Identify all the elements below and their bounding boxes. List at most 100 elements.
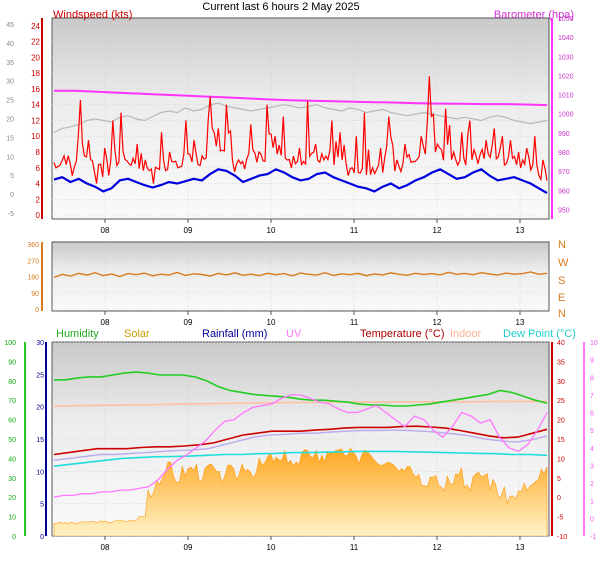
secondary-tick-label: 40: [6, 41, 14, 48]
rainfall-tick-label: 20: [36, 405, 44, 412]
indoor-line: [53, 400, 547, 407]
windspeed-tick-label: 18: [31, 69, 40, 78]
windspeed-tick-label: 0: [36, 211, 41, 220]
windspeed-label: Windspeed (kts): [53, 9, 132, 21]
direction-x-tick-label: 09: [184, 318, 193, 327]
direction-gridlines: [52, 242, 549, 311]
secondary-tick-label: 10: [6, 154, 14, 161]
temperature-tick-label: 10: [557, 456, 565, 463]
temperature-tick-label: 35: [557, 359, 565, 366]
gust-band-line: [53, 102, 548, 133]
compass-label: W: [558, 257, 569, 269]
secondary-tick-label: 30: [6, 79, 14, 86]
rainfall-tick-label: 0: [40, 534, 44, 541]
direction-tick-label: 360: [27, 242, 39, 249]
legend-label: Temperature (°C): [360, 328, 444, 340]
wind-x-tick-label: 12: [433, 226, 442, 235]
wind-direction-line: [53, 271, 548, 279]
humidity-tick-label: 70: [8, 398, 16, 405]
compass-label: N: [558, 239, 566, 251]
direction-tick-label: 180: [27, 275, 39, 282]
barometer-tick-label: 980: [558, 150, 570, 157]
climate-x-tick-label: 13: [516, 543, 525, 552]
uv-tick-label: -1: [590, 534, 596, 541]
windspeed-tick-label: 24: [31, 22, 40, 31]
rainfall-tick-label: 30: [36, 340, 44, 347]
windspeed-tick-label: 2: [36, 195, 41, 204]
secondary-tick-label: 5: [10, 173, 14, 180]
temperature-tick-label: 0: [557, 495, 561, 502]
climate-x-tick-label: 08: [101, 543, 110, 552]
temperature-tick-label: -10: [557, 534, 567, 541]
temperature-tick-label: 30: [557, 379, 565, 386]
temperature-tick-label: 15: [557, 437, 565, 444]
barometer-tick-label: 950: [558, 207, 570, 214]
wind-x-tick-label: 08: [101, 226, 110, 235]
climate-x-tick-label: 09: [184, 543, 193, 552]
barometer-tick-label: 1040: [558, 35, 574, 42]
uv-tick-label: 6: [590, 411, 594, 418]
secondary-tick-label: 45: [6, 22, 14, 29]
barometer-tick-label: 960: [558, 188, 570, 195]
climate-x-tick-label: 11: [350, 543, 359, 552]
humidity-tick-label: 0: [12, 534, 16, 541]
chart-title: Current last 6 hours 2 May 2025: [202, 1, 359, 13]
secondary-tick-label: 35: [6, 60, 14, 67]
barometer-tick-label: 1030: [558, 54, 574, 61]
rainfall-tick-label: 15: [36, 437, 44, 444]
secondary-tick-label: 25: [6, 98, 14, 105]
humidity-tick-label: 50: [8, 437, 16, 444]
temperature-tick-label: 20: [557, 418, 565, 425]
humidity-tick-label: 100: [4, 340, 16, 347]
humidity-tick-label: 90: [8, 359, 16, 366]
compass-label: N: [558, 308, 566, 320]
wind-series: [53, 76, 548, 194]
legend-label: UV: [286, 328, 302, 340]
uv-tick-label: 4: [590, 446, 594, 453]
uv-tick-label: 10: [590, 340, 598, 347]
wind-axes: 024681012141618202224-505101520253035404…: [6, 16, 573, 235]
barometer-tick-label: 1010: [558, 93, 574, 100]
windspeed-tick-label: 20: [31, 53, 40, 62]
temperature-line: [53, 425, 548, 456]
direction-tick-label: 270: [27, 258, 39, 265]
humidity-tick-label: 30: [8, 476, 16, 483]
direction-plot-area: [51, 241, 550, 312]
direction-x-tick-label: 13: [516, 318, 525, 327]
windspeed-tick-label: 10: [31, 132, 40, 141]
temperature-tick-label: 40: [557, 340, 565, 347]
dewpoint-line: [53, 450, 548, 467]
direction-x-tick-label: 10: [267, 318, 276, 327]
rainfall-tick-label: 5: [40, 502, 44, 509]
barometer-tick-label: 1000: [558, 112, 574, 119]
barometer-label: Barometer (hpa): [494, 9, 574, 21]
legend-label: Rainfall (mm): [202, 328, 267, 340]
climate-series: [53, 371, 548, 536]
humidity-tick-label: 80: [8, 379, 16, 386]
wind-average-line: [53, 168, 548, 194]
uv-tick-label: 5: [590, 428, 594, 435]
uv-tick-label: 9: [590, 358, 594, 365]
wind-x-tick-label: 13: [516, 226, 525, 235]
feels-like-line: [53, 429, 548, 461]
temperature-tick-label: -5: [557, 515, 563, 522]
windspeed-tick-label: 14: [31, 101, 40, 110]
wind-panel: 024681012141618202224-505101520253035404…: [6, 9, 574, 235]
barometer-line: [54, 89, 548, 107]
legend-label: Humidity: [56, 328, 99, 340]
secondary-tick-label: 0: [10, 192, 14, 199]
windspeed-tick-label: 6: [36, 164, 41, 173]
wind-x-tick-label: 11: [350, 226, 359, 235]
wind-x-tick-label: 10: [267, 226, 276, 235]
barometer-tick-label: 1020: [558, 73, 574, 80]
uv-tick-label: 8: [590, 375, 594, 382]
barometer-tick-label: 970: [558, 169, 570, 176]
direction-x-tick-label: 12: [433, 318, 442, 327]
secondary-tick-label: 20: [6, 117, 14, 124]
wind-plot-area: [51, 17, 550, 220]
humidity-tick-label: 10: [8, 515, 16, 522]
humidity-line: [54, 371, 548, 407]
windspeed-tick-label: 4: [36, 180, 41, 189]
windspeed-tick-label: 16: [31, 85, 40, 94]
